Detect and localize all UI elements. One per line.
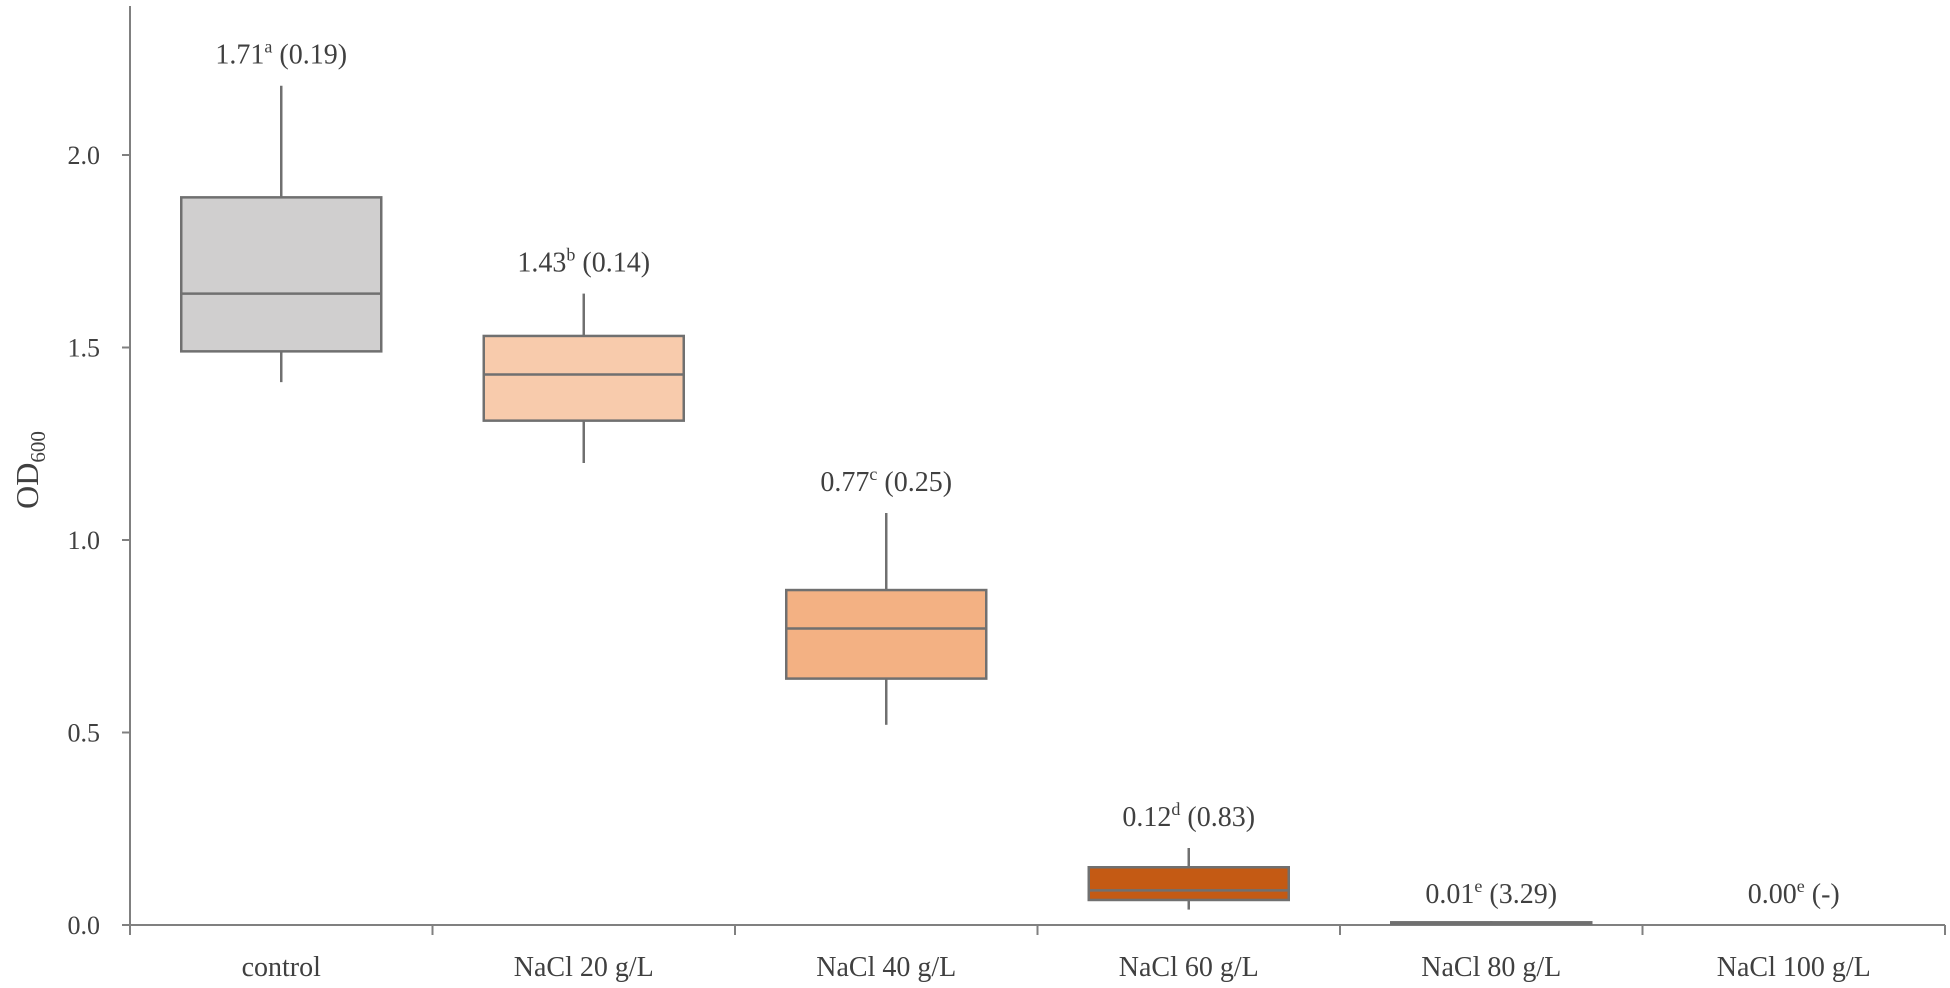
annotation-letter: e: [1474, 876, 1482, 896]
annotation-letter: d: [1171, 799, 1180, 819]
iqr-box: [482, 334, 685, 422]
y-tick-label: 2.0: [68, 141, 101, 170]
box-group: [1087, 848, 1290, 910]
value-annotation: 1.71a (0.19): [215, 37, 347, 71]
x-category-label: NaCl 100 g/L: [1717, 952, 1871, 983]
annotation-letter: b: [566, 245, 575, 265]
value-annotation: 0.12d (0.83): [1122, 799, 1255, 833]
annotation-cv: (3.29): [1482, 879, 1557, 910]
iqr-box: [785, 588, 988, 680]
annotation-cv: (0.83): [1180, 802, 1255, 833]
y-tick-label: 1.5: [68, 334, 101, 363]
x-category-label: NaCl 20 g/L: [514, 952, 654, 983]
annotation-cv: (0.19): [272, 40, 347, 71]
iqr-box: [1087, 866, 1290, 902]
annotation-cv: (0.14): [575, 248, 650, 279]
annotation-cv: (0.25): [877, 467, 952, 498]
annotation-letter: a: [264, 37, 272, 57]
x-category-label: NaCl 40 g/L: [816, 952, 956, 983]
axes: 0.0 0.5 1.0 1.5 2.0: [68, 6, 1946, 940]
y-tick-label: 0.5: [68, 719, 101, 748]
value-annotation: 0.00e (-): [1748, 876, 1840, 910]
value-annotation: 1.43b (0.14): [517, 245, 650, 279]
annotation-mean: 0.01: [1425, 879, 1474, 910]
y-axis-label-subscript: 600: [26, 431, 50, 463]
box-group: [1390, 921, 1593, 926]
x-category-label: NaCl 60 g/L: [1119, 952, 1259, 983]
y-tick-label: 1.0: [68, 526, 101, 555]
y-tick-label: 0.0: [68, 911, 101, 940]
annotation-mean: 1.71: [215, 40, 264, 71]
annotation-mean: 0.12: [1122, 802, 1171, 833]
box-group: [180, 85, 383, 383]
value-annotation: 0.01e (3.29): [1425, 876, 1557, 910]
y-axis-label-main: OD: [9, 463, 45, 509]
annotation-letter: c: [869, 464, 877, 484]
annotation-mean: 0.77: [820, 467, 869, 498]
box-group: [785, 513, 988, 725]
box-group: [482, 293, 685, 463]
value-annotation: 0.77c (0.25): [820, 464, 952, 498]
x-category-label: NaCl 80 g/L: [1421, 952, 1561, 983]
annotation-letter: e: [1797, 876, 1805, 896]
x-category-label: control: [242, 952, 322, 983]
labels: control NaCl 20 g/L NaCl 40 g/L NaCl 60 g/L…: [9, 37, 1871, 983]
annotation-mean: 0.00: [1748, 879, 1797, 910]
y-axis-label: OD600: [9, 431, 50, 509]
iqr-box: [180, 196, 383, 353]
annotation-mean: 1.43: [517, 248, 566, 279]
annotation-cv: (-): [1805, 879, 1840, 910]
boxes: [180, 85, 1593, 926]
